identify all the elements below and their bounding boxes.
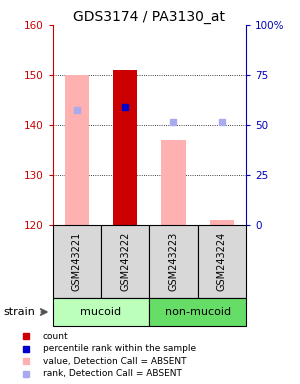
Bar — [198, 225, 246, 298]
Text: strain: strain — [3, 307, 35, 317]
Text: count: count — [43, 332, 68, 341]
Title: GDS3174 / PA3130_at: GDS3174 / PA3130_at — [73, 10, 225, 24]
Text: mucoid: mucoid — [80, 307, 122, 317]
Bar — [210, 220, 234, 225]
Text: value, Detection Call = ABSENT: value, Detection Call = ABSENT — [43, 357, 186, 366]
Text: percentile rank within the sample: percentile rank within the sample — [43, 344, 196, 353]
Bar — [161, 140, 185, 225]
Text: rank, Detection Call = ABSENT: rank, Detection Call = ABSENT — [43, 369, 182, 378]
Bar — [113, 70, 137, 225]
Text: GSM243221: GSM243221 — [72, 232, 82, 291]
Bar — [149, 298, 246, 326]
Text: GSM243223: GSM243223 — [168, 232, 178, 291]
Bar — [52, 298, 149, 326]
Bar — [52, 225, 101, 298]
Bar — [149, 225, 198, 298]
Text: non-mucoid: non-mucoid — [165, 307, 231, 317]
Text: GSM243224: GSM243224 — [217, 232, 227, 291]
Text: GSM243222: GSM243222 — [120, 232, 130, 291]
Bar — [64, 75, 89, 225]
Bar — [101, 225, 149, 298]
